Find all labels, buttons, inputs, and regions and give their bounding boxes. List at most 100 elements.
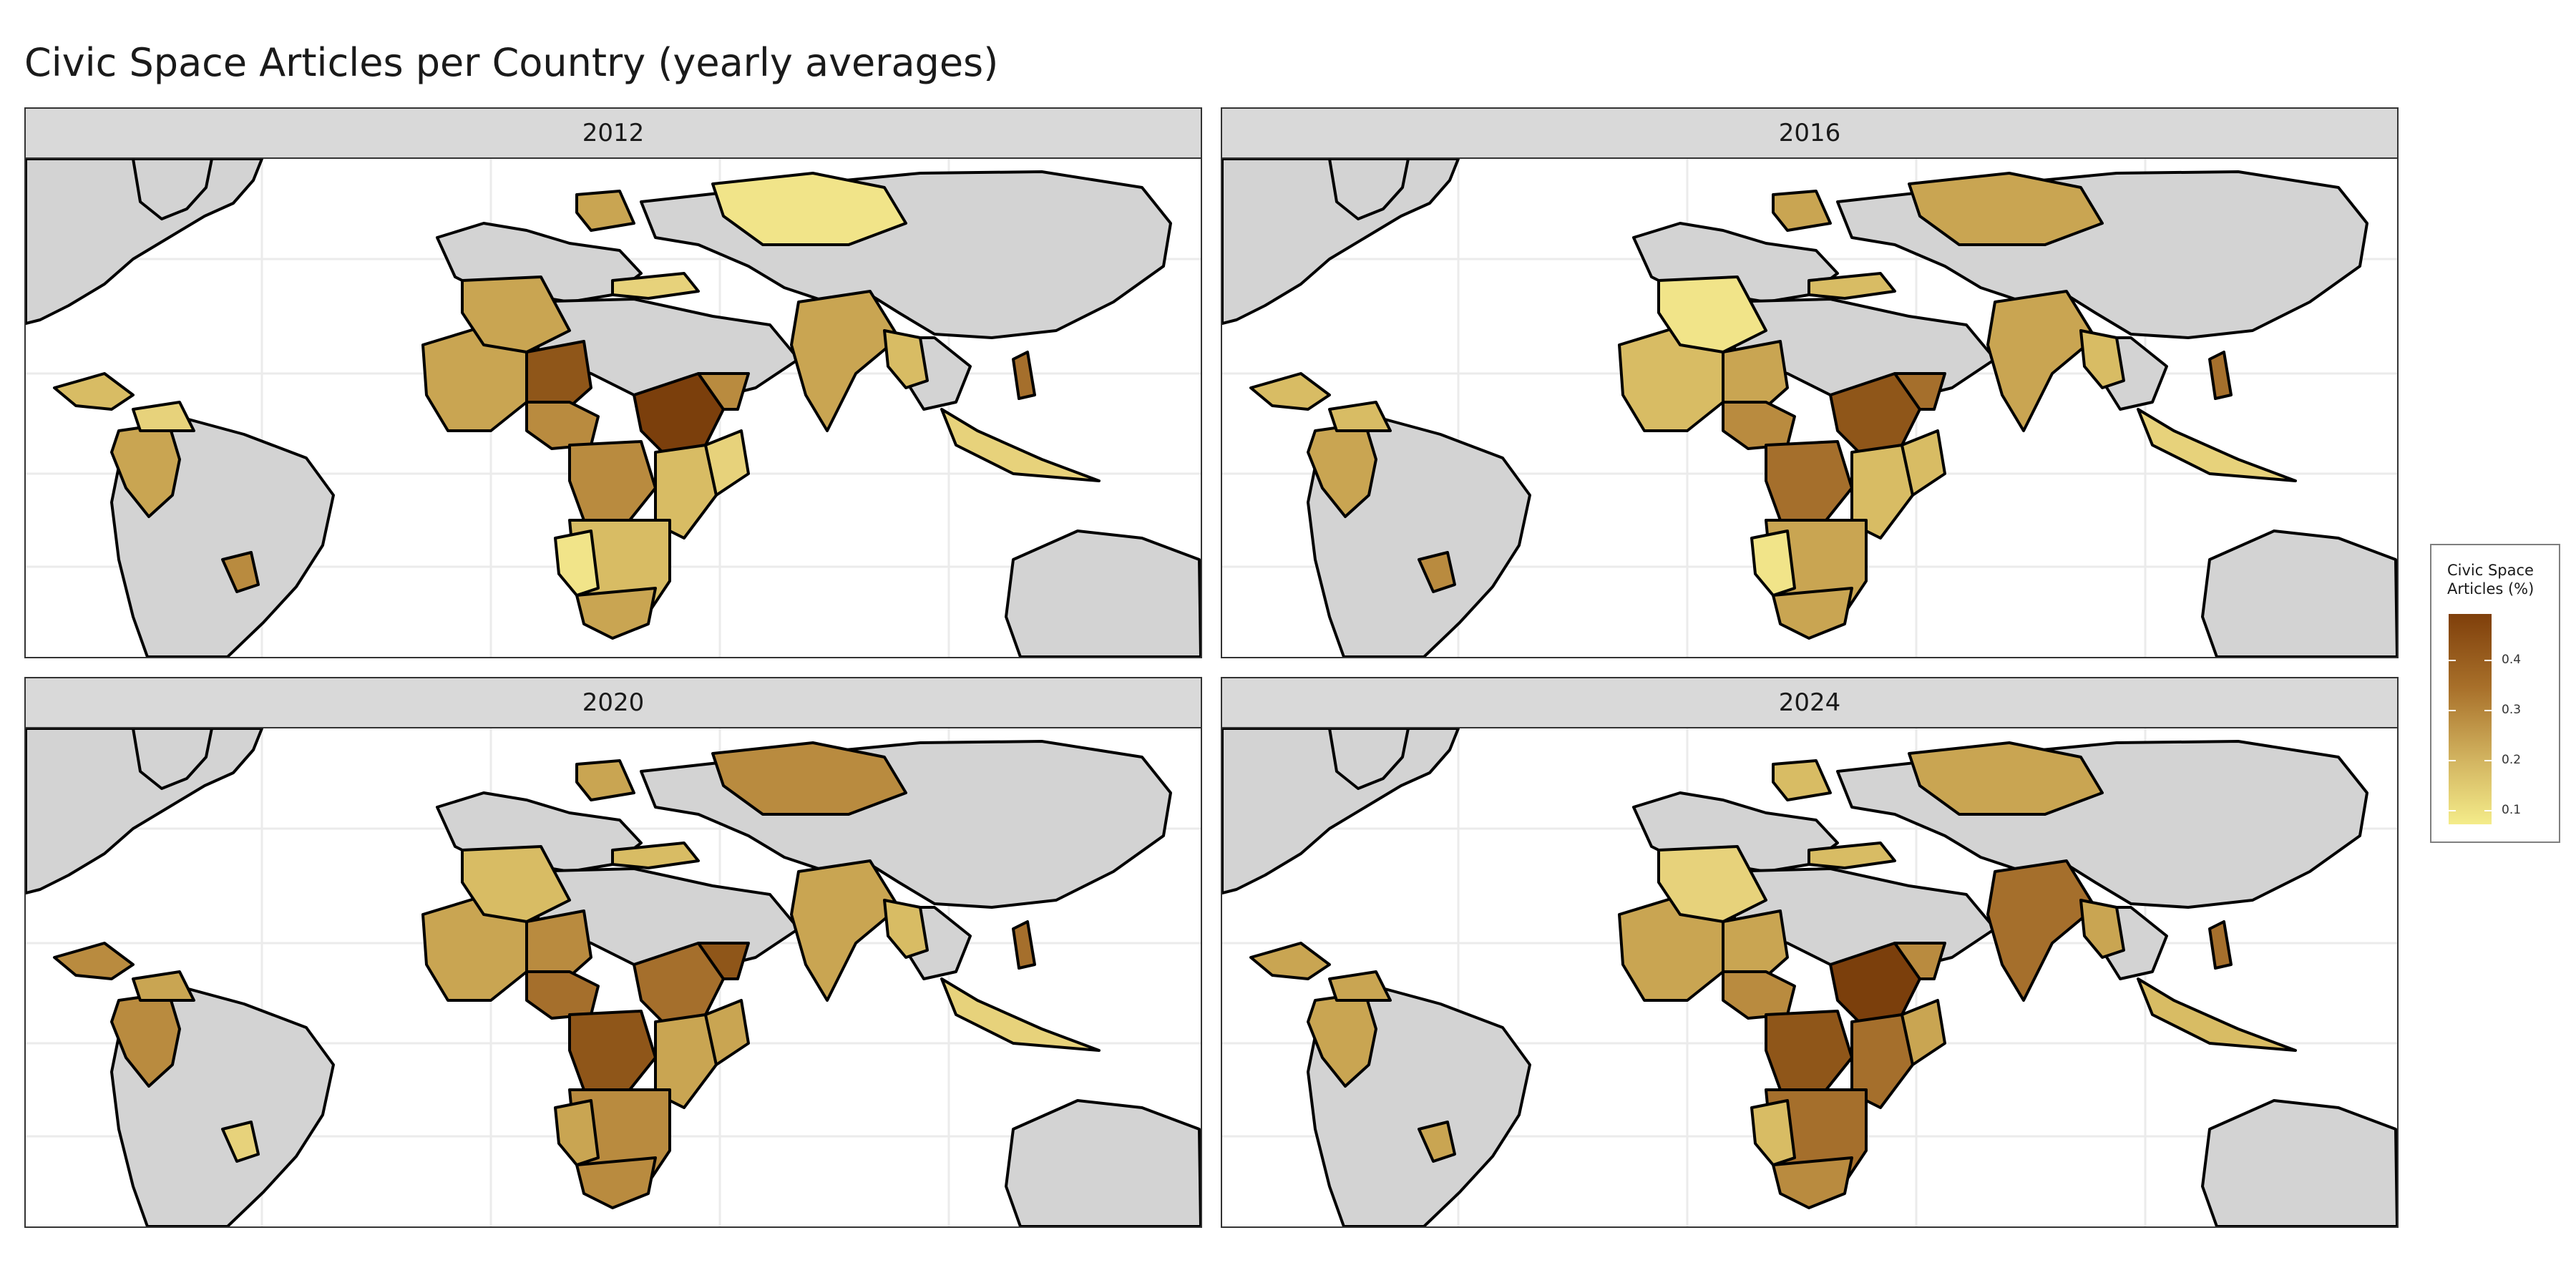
color-legend: Civic Space Articles (%) 0.4 0.3 0.2 0.1 [2430,544,2560,843]
country-colombia [132,970,195,1002]
landmass-greenland-area [1328,159,1410,220]
country-india [1986,859,2097,1002]
country-turkey [1807,272,1896,300]
country-kazakhstan [1908,172,2104,246]
country-horn-of-africa [1893,372,1946,411]
country-mali-niger [1722,909,1789,987]
legend-tick-label: 0.2 [2502,753,2522,767]
country-south-africa [575,1156,657,1209]
country-mali-niger [1722,340,1789,418]
country-paraguay [221,551,260,593]
country-central-america [53,372,135,411]
country-paraguay [221,1121,260,1163]
country-myanmar-thailand [2079,899,2125,959]
country-central-america [1249,372,1331,411]
facet-strip-label: 2020 [24,677,1202,728]
country-paraguay [1418,1121,1456,1163]
legend-tick-label: 0.4 [2502,653,2522,667]
landmass-australia [1005,530,1201,657]
country-south-africa [1772,1156,1853,1209]
country-kenya [1901,429,1946,497]
country-india [1986,290,2097,432]
legend-title-line1: Civic Space [2447,562,2534,579]
country-east-africa-south [1850,1013,1914,1109]
country-indonesia-malaysia [940,977,1101,1052]
country-namibia [554,530,600,597]
map-svg [1222,159,2397,657]
country-philippines [2208,351,2233,400]
country-philippines [2208,920,2233,970]
country-namibia [1750,530,1796,597]
country-philippines [1012,920,1036,970]
legend-tick-label: 0.1 [2502,803,2522,817]
country-philippines [1012,351,1036,400]
country-east-africa-south [654,1013,718,1109]
country-ukraine-belarus [575,190,635,232]
landmass-north-america-west [26,159,263,325]
choropleth-map [24,727,1202,1228]
choropleth-map [1221,157,2399,658]
country-myanmar-thailand [883,329,929,389]
country-colombia [132,401,195,432]
chart-title: Civic Space Articles per Country (yearly… [24,40,999,85]
landmass-australia [2201,1099,2397,1226]
country-kazakhstan [1908,741,2104,816]
country-turkey [1807,841,1896,869]
country-mali-niger [525,909,592,987]
country-mali-niger [525,340,592,418]
facet-strip-label: 2024 [1221,677,2399,728]
country-kazakhstan [711,741,907,816]
landmass-australia [2201,530,2397,657]
country-india [790,290,900,432]
country-indonesia-malaysia [2137,408,2297,482]
facet-panel-2024: 2024 [1221,677,2399,1236]
facet-strip-label: 2016 [1221,107,2399,159]
map-svg [26,159,1201,657]
country-kazakhstan [711,172,907,246]
facet-panel-2020: 2020 [24,677,1202,1236]
choropleth-map [1221,727,2399,1228]
country-south-africa [575,587,657,640]
country-indonesia-malaysia [940,408,1101,482]
legend-colorbar [2449,614,2492,824]
country-kenya [1901,999,1946,1066]
country-namibia [554,1099,600,1166]
country-ukraine-belarus [1772,190,1832,232]
country-east-africa-south [654,444,718,540]
country-east-africa-south [1850,444,1914,540]
landmass-north-america-west [1222,728,1460,894]
country-colombia [1328,970,1392,1002]
country-turkey [611,272,700,300]
landmass-north-america-west [1222,159,1460,325]
legend-tick-label: 0.3 [2502,703,2522,717]
map-svg [1222,728,2397,1226]
legend-title: Civic Space Articles (%) [2447,561,2555,598]
country-horn-of-africa [697,372,750,411]
country-south-africa [1772,587,1853,640]
country-kenya [704,429,750,497]
landmass-greenland-area [132,159,213,220]
country-colombia [1328,401,1392,432]
landmass-greenland-area [132,728,213,790]
country-myanmar-thailand [2079,329,2125,389]
landmass-australia [1005,1099,1201,1226]
country-kenya [704,999,750,1066]
choropleth-map [24,157,1202,658]
country-paraguay [1418,551,1456,593]
facet-panel-2016: 2016 [1221,107,2399,667]
facet-strip-label: 2012 [24,107,1202,159]
country-indonesia-malaysia [2137,977,2297,1052]
country-turkey [611,841,700,869]
country-horn-of-africa [1893,942,1946,980]
landmass-north-america-west [26,728,263,894]
country-horn-of-africa [697,942,750,980]
country-myanmar-thailand [883,899,929,959]
country-india [790,859,900,1002]
country-ukraine-belarus [575,759,635,801]
landmass-greenland-area [1328,728,1410,790]
map-svg [26,728,1201,1226]
country-central-america [53,942,135,980]
facet-panel-2012: 2012 [24,107,1202,667]
legend-title-line2: Articles (%) [2447,580,2534,597]
country-ukraine-belarus [1772,759,1832,801]
